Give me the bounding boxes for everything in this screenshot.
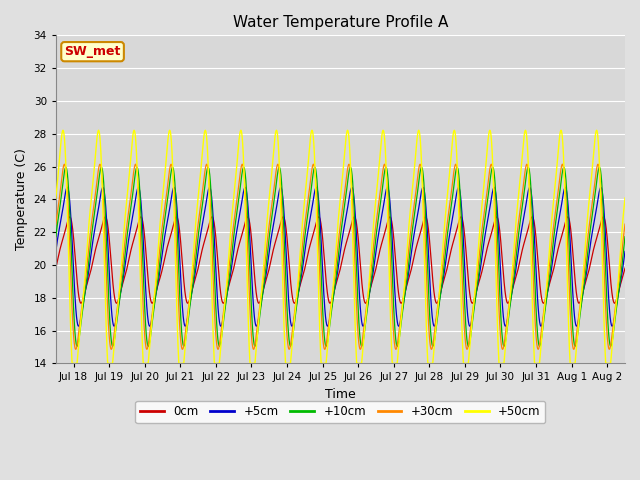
+50cm bbox=[621, 195, 629, 201]
+50cm bbox=[549, 204, 557, 210]
+5cm bbox=[52, 249, 60, 254]
Y-axis label: Temperature (C): Temperature (C) bbox=[15, 148, 28, 250]
+10cm bbox=[621, 234, 629, 240]
+10cm bbox=[549, 243, 557, 249]
+5cm bbox=[621, 249, 629, 254]
+30cm bbox=[621, 221, 629, 227]
+5cm bbox=[181, 324, 189, 329]
Line: +30cm: +30cm bbox=[56, 164, 625, 349]
0cm bbox=[117, 288, 125, 294]
0cm bbox=[271, 243, 278, 249]
+10cm bbox=[52, 234, 60, 240]
+30cm bbox=[549, 229, 557, 235]
+10cm bbox=[270, 198, 278, 204]
0cm bbox=[279, 214, 287, 220]
+50cm bbox=[486, 127, 493, 133]
+5cm bbox=[611, 317, 618, 323]
+10cm bbox=[295, 288, 303, 294]
+5cm bbox=[295, 286, 303, 292]
0cm bbox=[150, 295, 158, 301]
0cm bbox=[611, 300, 618, 306]
+30cm bbox=[271, 181, 278, 187]
+30cm bbox=[179, 347, 186, 352]
Line: 0cm: 0cm bbox=[56, 217, 625, 303]
+10cm bbox=[465, 343, 472, 349]
+30cm bbox=[295, 275, 303, 280]
+10cm bbox=[611, 324, 618, 329]
+30cm bbox=[52, 221, 60, 227]
+10cm bbox=[117, 289, 125, 295]
+50cm bbox=[295, 266, 303, 272]
0cm bbox=[621, 265, 629, 271]
+50cm bbox=[151, 291, 159, 297]
+30cm bbox=[150, 293, 158, 299]
+50cm bbox=[271, 141, 278, 146]
+10cm bbox=[489, 165, 497, 170]
Text: SW_met: SW_met bbox=[65, 45, 121, 58]
Title: Water Temperature Profile A: Water Temperature Profile A bbox=[233, 15, 448, 30]
Line: +50cm: +50cm bbox=[56, 130, 625, 363]
+5cm bbox=[117, 289, 125, 295]
0cm bbox=[255, 300, 263, 306]
0cm bbox=[549, 269, 557, 275]
Legend: 0cm, +5cm, +10cm, +30cm, +50cm: 0cm, +5cm, +10cm, +30cm, +50cm bbox=[136, 401, 545, 423]
+50cm bbox=[52, 195, 60, 201]
+5cm bbox=[271, 216, 278, 222]
+30cm bbox=[611, 314, 618, 320]
X-axis label: Time: Time bbox=[325, 388, 356, 401]
+50cm bbox=[117, 268, 125, 274]
+10cm bbox=[150, 302, 158, 308]
Line: +5cm: +5cm bbox=[56, 187, 625, 326]
+5cm bbox=[205, 184, 213, 190]
0cm bbox=[52, 265, 60, 271]
+5cm bbox=[549, 256, 557, 262]
+50cm bbox=[611, 321, 618, 327]
Line: +10cm: +10cm bbox=[56, 168, 625, 346]
0cm bbox=[295, 286, 303, 292]
+30cm bbox=[203, 161, 211, 167]
+50cm bbox=[68, 360, 76, 366]
+5cm bbox=[150, 299, 158, 305]
+30cm bbox=[117, 279, 125, 285]
